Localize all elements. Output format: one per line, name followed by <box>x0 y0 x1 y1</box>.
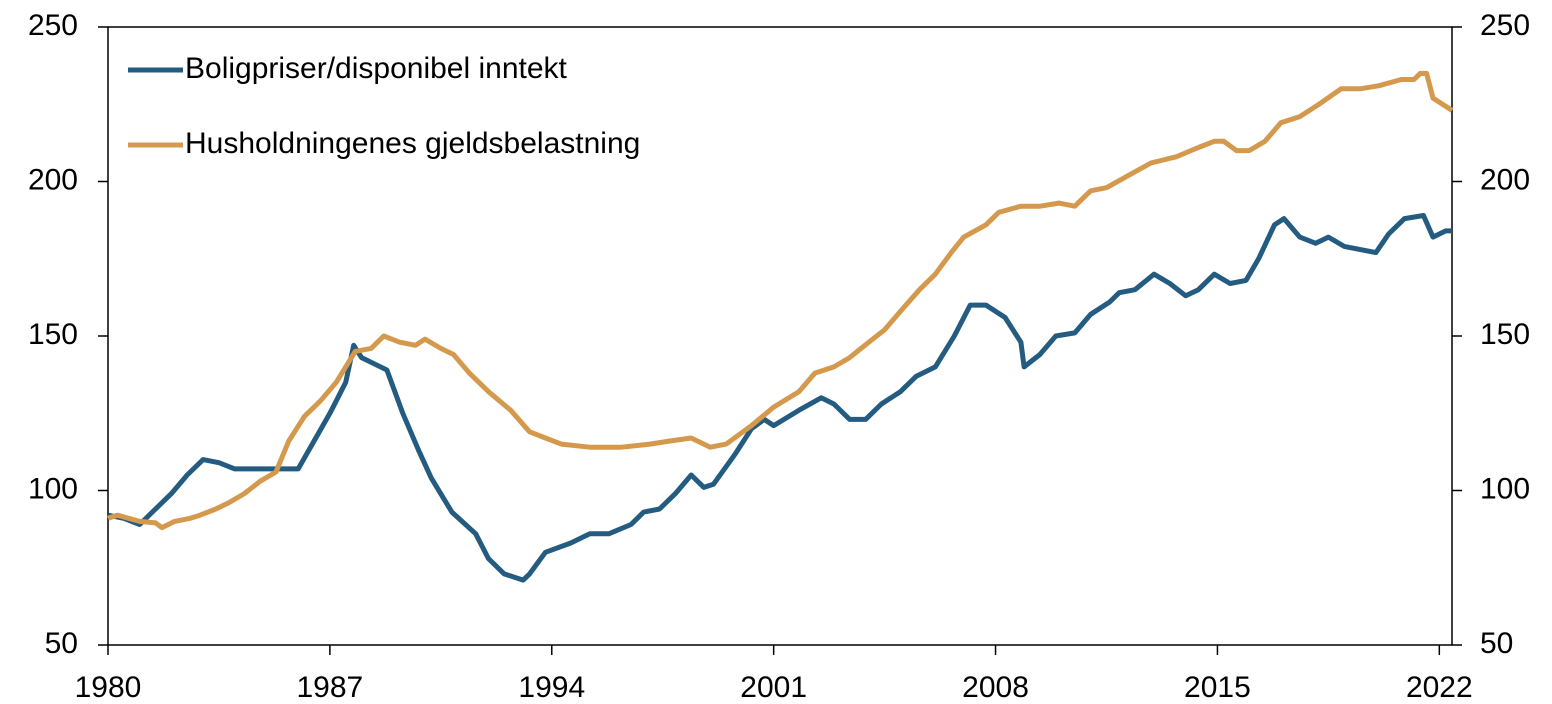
y-tick-label: 250 <box>28 9 78 42</box>
y2-tick-label: 150 <box>1480 318 1530 351</box>
y-tick-label: 200 <box>28 163 78 196</box>
y2-tick-label: 50 <box>1480 627 1513 660</box>
y2-tick-label: 100 <box>1480 472 1530 505</box>
x-tick-label: 1994 <box>518 671 585 704</box>
x-tick-label: 2008 <box>962 671 1029 704</box>
y-tick-label: 150 <box>28 318 78 351</box>
legend-label: Husholdningenes gjeldsbelastning <box>185 127 640 160</box>
plot-frame <box>107 26 1453 646</box>
y2-tick-label: 200 <box>1480 163 1530 196</box>
x-tick-label: 2022 <box>1406 671 1473 704</box>
series-line <box>107 213 1452 583</box>
x-tick-label: 2001 <box>740 671 807 704</box>
y-tick-label: 50 <box>45 627 78 660</box>
y-tick-label: 100 <box>28 472 78 505</box>
x-tick-label: 2015 <box>1184 671 1251 704</box>
y2-tick-label: 250 <box>1480 9 1530 42</box>
legend-label: Boligpriser/disponibel inntekt <box>185 52 568 85</box>
x-tick-label: 1980 <box>75 671 142 704</box>
x-tick-label: 1987 <box>297 671 364 704</box>
series-line <box>107 70 1454 531</box>
